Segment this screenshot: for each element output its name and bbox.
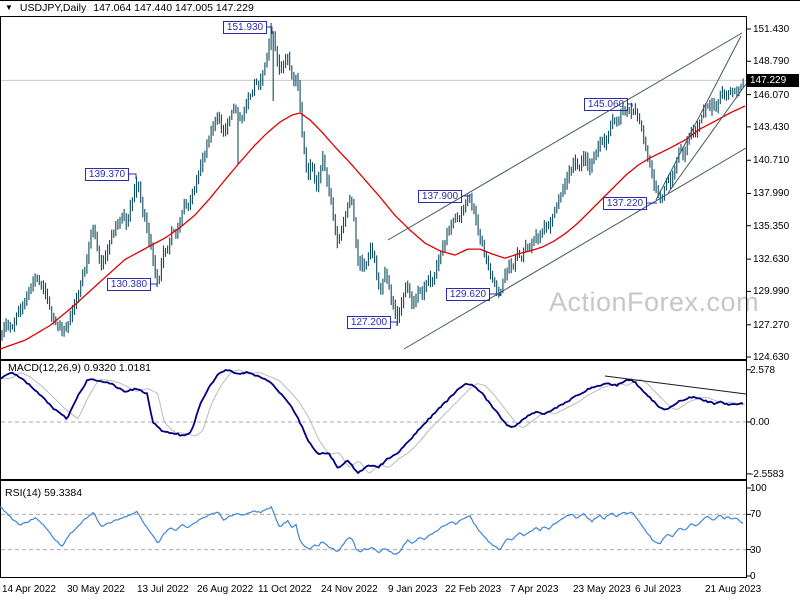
- chart-title-bar: ▼ USDJPY,Daily 147.064 147.440 147.005 1…: [5, 2, 254, 14]
- trendline: [655, 35, 742, 201]
- macd-indicator-label: MACD(12,26,9) 0.9320 1.0181: [8, 362, 152, 374]
- macd-line: [0, 369, 744, 475]
- rsi-line: [0, 505, 744, 555]
- chart-title-symbol: USDJPY,Daily: [19, 2, 87, 14]
- price-panel-border: [0, 16, 747, 360]
- rsi-panel-border: [0, 480, 747, 578]
- moving-average-line: [0, 105, 746, 350]
- chart-title-quotes: 147.064 147.440 147.005 147.229: [93, 2, 254, 14]
- axis-tick-marks: [746, 28, 751, 577]
- trendline: [387, 32, 743, 241]
- macd-panel-border: [0, 360, 747, 480]
- symbol-dropdown-icon[interactable]: ▼: [5, 3, 13, 12]
- trendline: [667, 83, 747, 194]
- trendline: [403, 147, 747, 350]
- candlestick-series: [1, 22, 744, 341]
- annotation-connectors: [129, 26, 657, 326]
- macd-trendline: [604, 375, 747, 395]
- watermark: ActionForex.com: [549, 287, 760, 317]
- rsi-indicator-label: RSI(14) 59.3384: [5, 487, 83, 499]
- current-price-tag: 147.229: [747, 74, 799, 87]
